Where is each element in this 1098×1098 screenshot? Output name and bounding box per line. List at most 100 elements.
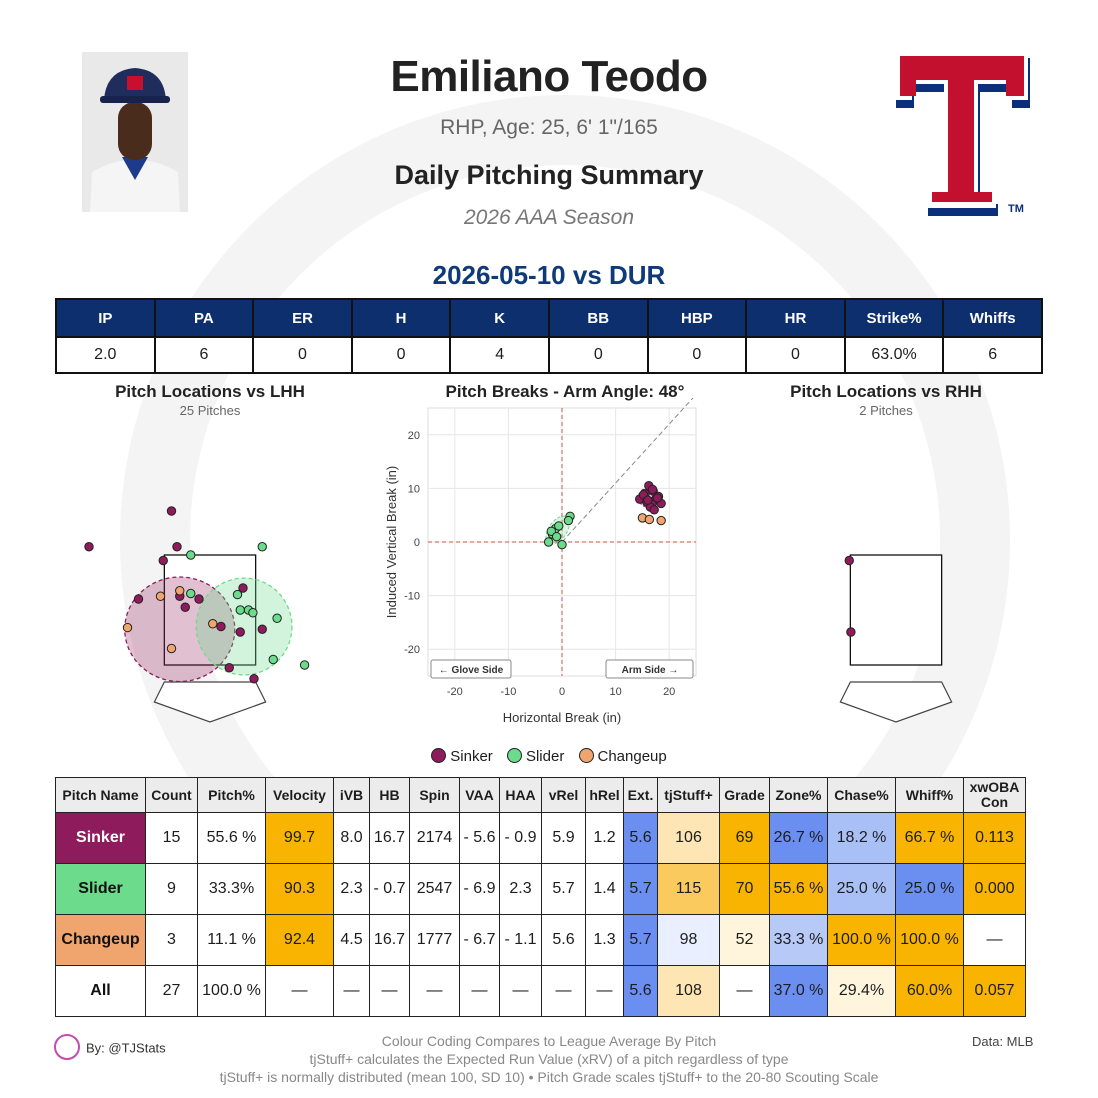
stat-header: Strike% — [843, 298, 945, 338]
stat-value: 0 — [350, 336, 452, 374]
y-tick-label: 10 — [408, 483, 420, 495]
glove-side-box — [430, 659, 512, 679]
metric-header: tjStuff+ — [657, 777, 720, 813]
metric-cell: — — [369, 965, 410, 1017]
metric-cell: 69 — [719, 812, 770, 864]
byline: By: @TJStats — [54, 1034, 166, 1060]
metric-cell: 1.3 — [585, 914, 624, 966]
stat-value: 2.0 — [55, 336, 156, 374]
metric-cell: 9 — [145, 863, 198, 915]
sinker-point — [84, 542, 94, 552]
slider-point — [232, 589, 243, 600]
metric-header: Ext. — [623, 777, 658, 813]
stat-value: 6 — [942, 336, 1043, 374]
sinker-point — [249, 674, 259, 684]
x-tick-label: 0 — [559, 686, 565, 698]
sinker-point — [133, 594, 144, 604]
table-row: All 27 100.0 % — — — — — — — —5.6 108—37.0 % 29.4% 60… — [55, 965, 1026, 1017]
lhh-title: Pitch Locations vs LHH — [115, 382, 305, 401]
metric-cell: — — [719, 965, 770, 1017]
slider-point — [186, 550, 196, 560]
x-tick-label: -20 — [447, 686, 463, 698]
sinker-point — [652, 493, 663, 503]
slider-point — [268, 654, 278, 665]
metric-cell: 4.5 — [333, 914, 370, 966]
metric-cell: 60.0% — [895, 965, 964, 1017]
metric-cell: 15 — [145, 812, 198, 864]
stat-header: HR — [745, 298, 846, 338]
metric-cell: 5.6 — [541, 914, 586, 966]
metric-cell: 25.0 % — [895, 863, 964, 915]
pitch-legend: Sinker Slider Changeup — [0, 748, 1098, 765]
slider-point — [557, 539, 567, 550]
metric-header: Whiff% — [895, 777, 964, 813]
metric-cell: 0.000 — [963, 863, 1026, 915]
stat-header: IP — [55, 298, 156, 338]
data-source: Data: MLB — [972, 1034, 1034, 1049]
metric-cell: 52 — [719, 914, 770, 966]
changeup-point — [155, 591, 166, 601]
stat-header: K — [449, 298, 550, 338]
slider-point — [543, 537, 554, 547]
metric-cell: — — [499, 965, 542, 1017]
footnote-line-2: tjStuff+ calculates the Expected Run Val… — [309, 1051, 789, 1067]
metric-cell: 2.3 — [333, 863, 370, 915]
sinker-point — [166, 506, 177, 516]
metric-cell: - 6.7 — [459, 914, 500, 966]
slider-ellipse — [195, 577, 293, 676]
metric-header: xwOBA Con — [963, 777, 1026, 813]
y-axis-label: Induced Vertical Break (in) — [384, 466, 399, 618]
metric-cell: 1.4 — [585, 863, 624, 915]
stat-value: 4 — [449, 336, 550, 374]
tjstats-logo-icon — [54, 1034, 80, 1060]
metric-cell: 70 — [719, 863, 770, 915]
changeup-point — [122, 622, 133, 633]
metric-header: vRel — [541, 777, 586, 813]
metric-cell: 2174 — [409, 812, 460, 864]
legend-changeup-label: Changeup — [597, 748, 667, 765]
game-label: 2026-05-10 vs DUR — [432, 260, 666, 290]
sinker-point — [647, 484, 658, 495]
stat-value: 0 — [745, 336, 846, 374]
metric-cell: 100.0 % — [895, 914, 964, 966]
legend-sinker-label: Sinker — [450, 748, 493, 765]
sinker-point — [844, 555, 854, 566]
legend-slider: Slider — [506, 748, 564, 765]
metric-cell: 3 — [145, 914, 198, 966]
player-bio: RHP, Age: 25, 6' 1"/165 — [440, 116, 658, 139]
stat-value: 63.0% — [843, 336, 945, 374]
slider-point — [272, 613, 282, 623]
sinker-point — [172, 542, 182, 552]
metric-cell: 0.057 — [963, 965, 1026, 1017]
slider-point — [554, 521, 564, 531]
rhh-title: Pitch Locations vs RHH — [790, 382, 982, 401]
metric-header: Velocity — [265, 777, 334, 813]
stat-header: HBP — [646, 298, 748, 338]
x-tick-label: 10 — [609, 686, 621, 698]
sinker-point — [194, 594, 204, 604]
byline-text: By: @TJStats — [86, 1040, 166, 1056]
changeup-point — [208, 619, 218, 629]
metric-cell: 5.6 — [623, 812, 658, 864]
pitch-name-cell: All — [55, 965, 146, 1017]
slider-point — [551, 531, 562, 542]
metric-cell: 8.0 — [333, 812, 370, 864]
x-tick-label: 20 — [663, 686, 675, 698]
lhh-location-plot — [84, 506, 310, 723]
pitch-name-cell: Sinker — [55, 812, 146, 864]
trademark-text: TM — [1008, 203, 1024, 215]
metric-cell: 5.7 — [623, 914, 658, 966]
sinker-point — [649, 505, 659, 515]
metric-header: Pitch Name — [55, 777, 146, 813]
slider-point — [186, 588, 196, 599]
metric-cell: 100.0 % — [827, 914, 896, 966]
home-plate — [839, 681, 953, 723]
changeup-point — [656, 515, 666, 526]
rhh-subtitle: 2 Pitches — [859, 403, 913, 418]
y-tick-label: 0 — [414, 537, 420, 549]
changeup-point — [175, 586, 185, 596]
legend-slider-marker — [506, 748, 522, 763]
metric-cell: - 0.9 — [499, 812, 542, 864]
game-stats-table: IP PA ER H K BB HBP HR Strike% Whiffs 2.0 6 0 0 4 0 0 0 6… — [55, 298, 1043, 374]
metric-cell: — — [963, 914, 1026, 966]
